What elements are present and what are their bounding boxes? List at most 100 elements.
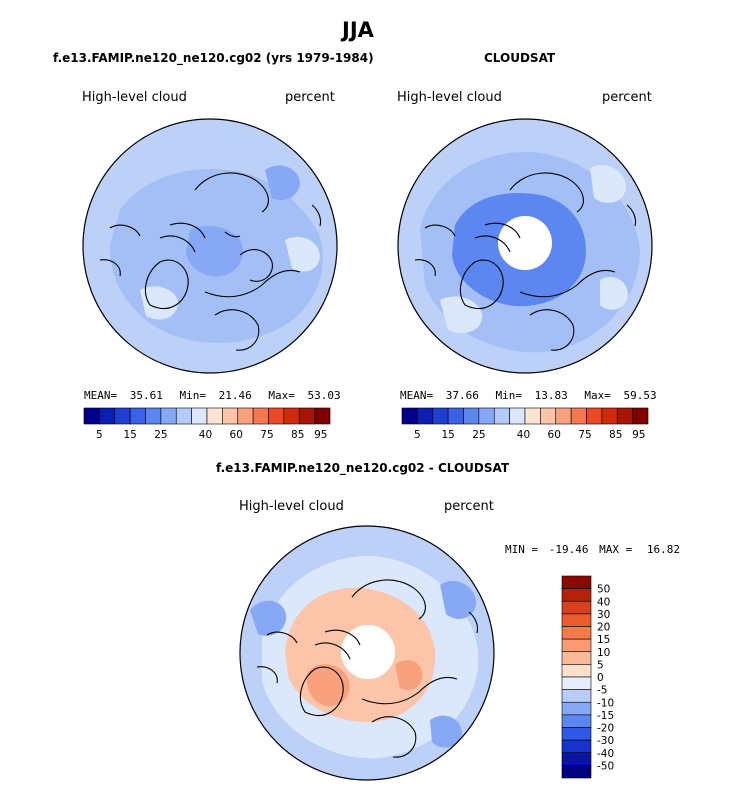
bottom-min-value: -19.46 (548, 543, 589, 556)
colorbar-swatch (114, 407, 131, 425)
colorbar-tick-label: 60 (548, 429, 561, 441)
colorbar-tick-label: 40 (517, 429, 530, 441)
left-max-label: Max= (268, 389, 295, 402)
right-map-lighter-patch (590, 165, 626, 203)
colorbar-swatch (129, 407, 146, 425)
left-panel-title: f.e13.FAMIP.ne120_ne120.cg02 (yrs 1979-1… (53, 51, 374, 65)
bottom-polar-map (240, 526, 494, 780)
bottom-map-coastlines (256, 579, 479, 758)
colorbar-swatch (561, 689, 592, 703)
colorbar-tick-label: 5 (414, 429, 421, 441)
right-map-coastlines (414, 172, 637, 351)
colorbar-swatch (83, 407, 100, 425)
colorbar-tick-label: 40 (199, 429, 212, 441)
bottom-units-label: percent (444, 499, 494, 514)
colorbar-tick-label: 75 (578, 429, 591, 441)
bottom-map-cool-patch (430, 715, 462, 748)
right-map-lighter-patch (440, 296, 483, 334)
colorbar-tick-label: 20 (597, 622, 610, 634)
colorbar-swatch (417, 407, 434, 425)
colorbar-tick-label: 10 (597, 647, 610, 659)
right-stats: MEAN= 37.66 Min= 13.83 Max= 59.53 (400, 389, 657, 402)
colorbar-swatch (509, 407, 526, 425)
colorbar-tick-label: -20 (597, 723, 614, 735)
colorbar-swatch (237, 407, 254, 425)
colorbar-tick-label: 95 (314, 429, 327, 441)
left-map-border (82, 118, 338, 374)
colorbar-swatch (561, 714, 592, 728)
colorbar-swatch (561, 626, 592, 640)
colorbar-tick-label: -40 (597, 748, 614, 760)
colorbar-tick-label: 5 (597, 659, 604, 671)
colorbar-swatch (493, 407, 510, 425)
bottom-max-value: 16.82 (646, 543, 680, 556)
right-min-label: Min= (495, 389, 523, 402)
left-min-label: Min= (179, 389, 207, 402)
bottom-map-missing-pole (341, 625, 395, 679)
left-mean-label: MEAN= (84, 389, 118, 402)
right-units-label: percent (602, 90, 652, 105)
colorbar-swatch (314, 407, 331, 425)
left-mean-value: 35.61 (129, 389, 163, 402)
colorbar-swatch (561, 765, 592, 779)
bottom-panel-title: f.e13.FAMIP.ne120_ne120.cg02 - CLOUDSAT (216, 461, 510, 475)
colorbar-tick-label: 15 (441, 429, 454, 441)
colorbar-swatch (561, 575, 592, 589)
colorbar-swatch (160, 407, 177, 425)
colorbar-swatch (145, 407, 162, 425)
colorbar-swatch (561, 727, 592, 741)
colorbar-swatch (586, 407, 603, 425)
left-stats: MEAN= 35.61 Min= 21.46 Max= 53.03 (84, 389, 341, 402)
colorbar-swatch (432, 407, 449, 425)
colorbar-swatch (555, 407, 572, 425)
colorbar-swatch (401, 407, 418, 425)
left-polar-map (83, 119, 337, 373)
left-units-label: percent (285, 90, 335, 105)
colorbar-swatch (463, 407, 480, 425)
right-max-value: 59.53 (623, 389, 657, 402)
right-mean-value: 37.66 (445, 389, 479, 402)
right-mean-label: MEAN= (400, 389, 434, 402)
right-panel-title: CLOUDSAT (484, 51, 556, 65)
colorbar-tick-label: 15 (597, 634, 610, 646)
colorbar-swatch (561, 638, 592, 653)
left-min-value: 21.46 (218, 389, 252, 402)
colorbar-swatch (191, 407, 208, 425)
colorbar-swatch (447, 407, 464, 425)
right-max-label: Max= (584, 389, 611, 402)
colorbar-swatch (632, 407, 649, 425)
colorbar-tick-label: 75 (260, 429, 273, 441)
colorbar-swatch (561, 588, 592, 602)
left-map-lighter-patch (140, 286, 178, 320)
colorbar-tick-label: 0 (597, 672, 604, 684)
colorbar-tick-label: 85 (609, 429, 622, 441)
colorbar-swatch (601, 407, 618, 425)
right-map-border (397, 118, 653, 374)
colorbar-tick-label: -50 (597, 760, 614, 772)
colorbar-swatch (175, 407, 192, 425)
figure-title: JJA (342, 18, 374, 42)
colorbar-tick-label: -10 (597, 697, 614, 709)
colorbar-tick-label: 25 (154, 429, 167, 441)
colorbar-tick-label: 15 (123, 429, 136, 441)
bottom-stats: MIN = -19.46 MAX = 16.82 (505, 543, 680, 556)
colorbar-tick-label: 25 (472, 429, 485, 441)
colorbar-swatch (222, 407, 239, 425)
left-map-darker-patch (186, 225, 244, 277)
colorbar-swatch (616, 407, 633, 425)
colorbar-tick-label: 30 (597, 609, 610, 621)
colorbar-swatch (561, 664, 592, 678)
colorbar-swatch (561, 651, 592, 665)
left-colorbar: 5 15 25 40 60 75 85 95 (83, 407, 331, 441)
colorbar-swatch (524, 407, 541, 425)
colorbar-swatch (540, 407, 557, 425)
right-polar-map (398, 119, 652, 373)
colorbar-swatch (561, 739, 592, 754)
left-max-value: 53.03 (307, 389, 341, 402)
bottom-map-border (239, 525, 495, 781)
colorbar-tick-label: 40 (597, 596, 610, 608)
colorbar-tick-label: 60 (230, 429, 243, 441)
colorbar-tick-label: -30 (597, 735, 614, 747)
